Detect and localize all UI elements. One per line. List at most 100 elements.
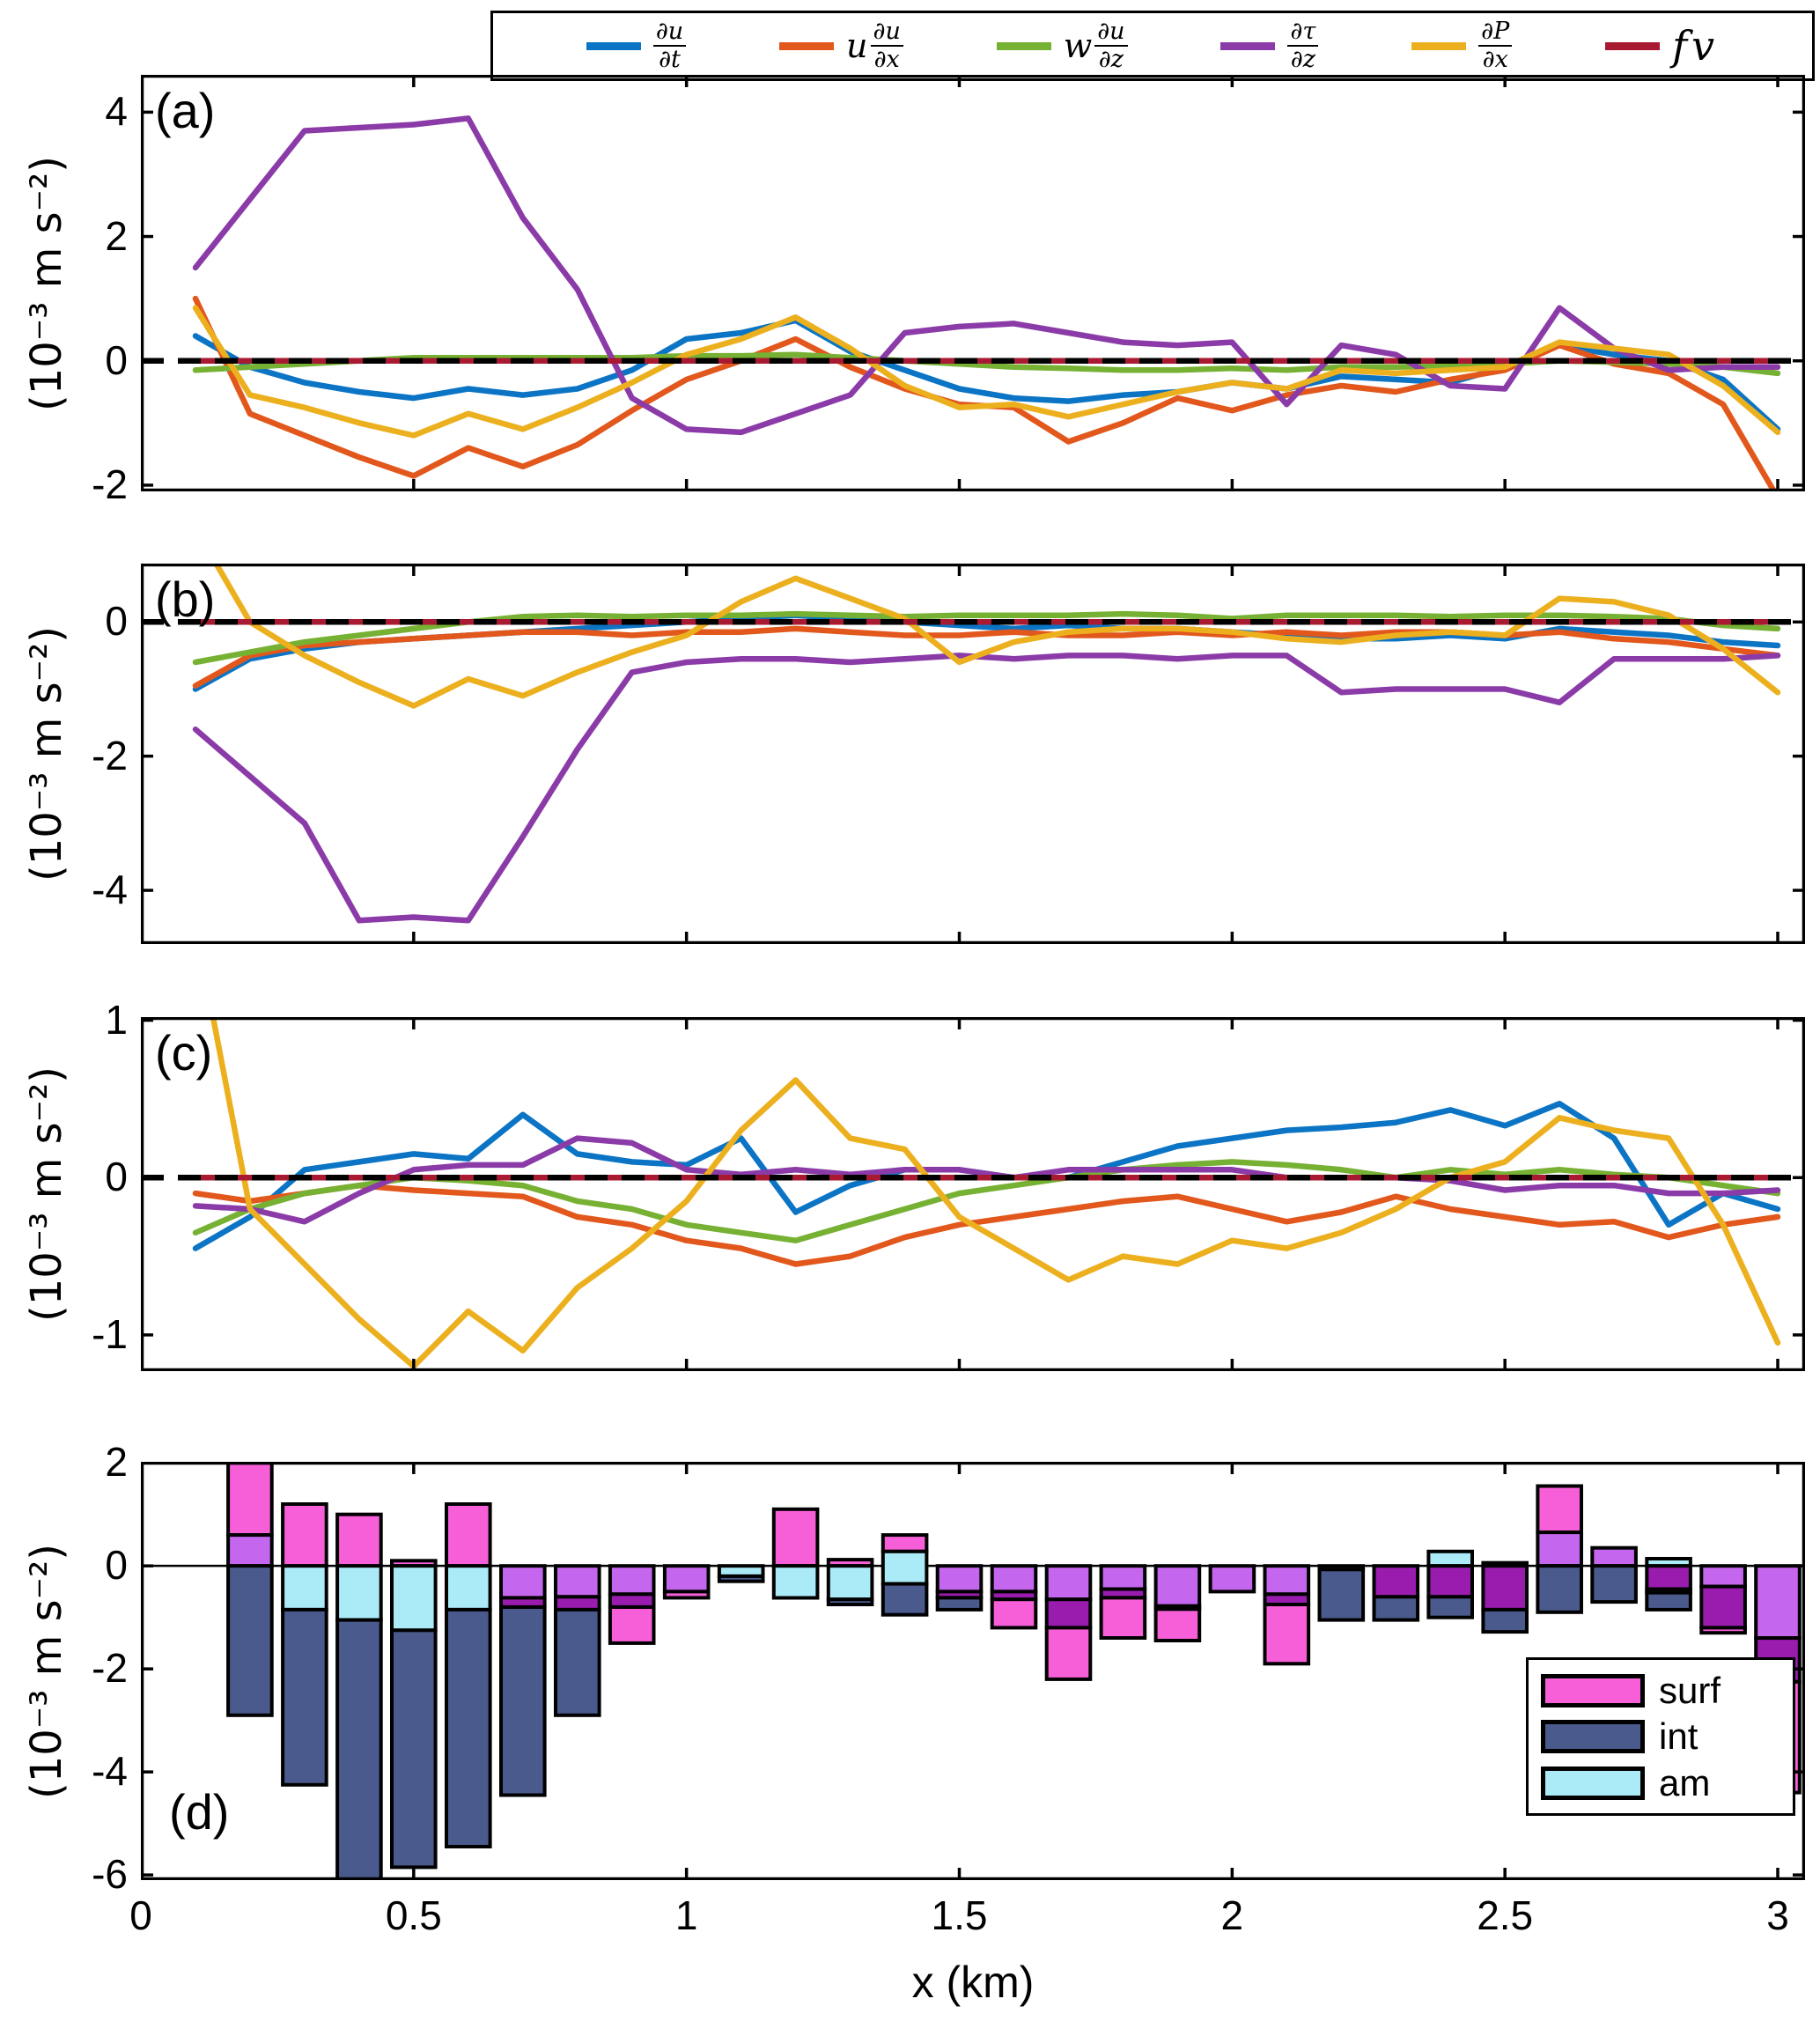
series-dtaudz-a (192, 115, 1781, 436)
legend-label-dpdx: ∂P ∂x (1478, 18, 1513, 73)
bar-segment-int (826, 1597, 874, 1606)
y-tick-label-a: -2 (92, 461, 128, 507)
legend-item-ududx: u ∂u ∂x (779, 18, 903, 73)
y-tick-label-c: -1 (92, 1310, 128, 1357)
bar-segment-violet (1699, 1564, 1747, 1589)
panel-c-plot (141, 1017, 1805, 1371)
x-tick-label: 0.5 (385, 1892, 442, 1938)
x-axis-label: x (km) (911, 1958, 1035, 2007)
legend-line-dtaudz (1220, 41, 1276, 50)
panel-c-letter: (c) (155, 1025, 213, 1081)
legend-item-wdudz: w ∂u ∂z (996, 18, 1128, 73)
bar-legend-swatch-am (1541, 1766, 1645, 1800)
bar-segment-int (1536, 1564, 1584, 1614)
y-axis-label-a: (10⁻³ m s⁻²) (22, 155, 71, 411)
bar-segment-int (335, 1618, 383, 1880)
legend-line-dpdx (1411, 41, 1467, 50)
bar-segment-surf (881, 1533, 929, 1553)
x-tick-label: 0 (129, 1892, 152, 1938)
bar-segment-deep (1481, 1564, 1529, 1612)
x-tick-label: 1.5 (931, 1892, 988, 1938)
bar-legend-label-am: am (1659, 1761, 1711, 1803)
bar-segment-surf (1044, 1626, 1093, 1681)
bar-segment-surf (1263, 1603, 1311, 1666)
bar-segment-deep (554, 1595, 601, 1612)
bar-segment-int (499, 1605, 547, 1797)
bar-segment-deep (1372, 1564, 1420, 1599)
y-tick-label-a: 2 (105, 212, 128, 259)
bar-segment-deep (608, 1592, 656, 1609)
series-dpdx-c (210, 1017, 1781, 1369)
bar-segment-violet (1044, 1564, 1093, 1602)
legend-label-fv: fv (1672, 22, 1720, 70)
legend-item-dudt: ∂u ∂t (586, 18, 687, 73)
legend-item-fv: fv (1605, 22, 1719, 70)
series-dpdx-b (212, 564, 1781, 709)
bar-segment-violet (499, 1564, 547, 1600)
bar-legend-item-surf: surf (1541, 1670, 1780, 1712)
legend-item-dtaudz: ∂τ ∂z (1220, 18, 1319, 73)
legend-item-dpdx: ∂P ∂x (1411, 18, 1513, 73)
bar-segment-surf (771, 1507, 820, 1568)
bar-legend-swatch-surf (1541, 1673, 1645, 1708)
bar-segment-surf (281, 1502, 328, 1568)
bar-segment-violet (1153, 1564, 1202, 1608)
bar-segment-int (1481, 1607, 1529, 1634)
series-dtaudz-b (192, 653, 1781, 924)
bar-segment-int (935, 1596, 984, 1612)
x-tick-label: 3 (1766, 1892, 1789, 1938)
bar-segment-am (445, 1564, 492, 1612)
bar-segment-violet (1754, 1564, 1802, 1641)
panel-border (141, 1462, 1805, 1880)
bar-legend-swatch-int (1541, 1720, 1645, 1753)
legend-label-wdudz: w ∂u ∂z (1064, 18, 1128, 73)
bar-segment-surf (1536, 1484, 1584, 1535)
bar-segment-surf (445, 1502, 492, 1568)
bar-segment-am (281, 1564, 328, 1612)
y-tick-label-b: -4 (92, 867, 128, 913)
bar-segment-violet (935, 1564, 984, 1594)
bar-segment-violet (1208, 1564, 1256, 1594)
bar-legend-label-int: int (1659, 1715, 1698, 1757)
y-tick-label-b: 0 (105, 598, 128, 645)
series-ududx-c (192, 1182, 1781, 1267)
bar-segment-deep (1426, 1564, 1475, 1599)
bar-segment-int (1426, 1595, 1475, 1619)
top-legend: ∂u ∂t u ∂u ∂x w ∂u ∂z ∂τ ∂z ∂P ∂x fv (490, 11, 1815, 81)
x-tick-label: 2 (1220, 1892, 1244, 1938)
series-ududx-b (192, 625, 1781, 689)
bar-segment-violet (608, 1564, 656, 1597)
y-tick-label-c: 0 (105, 1154, 128, 1200)
bar-segment-am (390, 1564, 438, 1633)
bar-segment-surf (226, 1462, 274, 1538)
legend-line-fv (1605, 41, 1661, 50)
panel-border (141, 75, 1805, 491)
series-wdudz-a (192, 351, 1781, 377)
legend-line-ududx (779, 41, 835, 50)
legend-label-dudt: ∂u ∂t (652, 18, 687, 73)
y-tick-label-d: -6 (92, 1851, 128, 1898)
bar-segment-deep (1645, 1564, 1692, 1591)
bar-segment-int (881, 1582, 929, 1617)
bar-segment-surf (1699, 1626, 1747, 1635)
bar-segment-violet (662, 1564, 711, 1594)
bar-segment-am (771, 1564, 820, 1600)
y-tick-label-d: 0 (105, 1542, 128, 1589)
bar-segment-int (226, 1564, 274, 1717)
panel-border (141, 1017, 1805, 1371)
y-tick-label-d: 2 (105, 1439, 128, 1486)
panel-a-plot (141, 75, 1805, 491)
bar-segment-deep (1044, 1597, 1093, 1630)
x-tick-label: 1 (674, 1892, 698, 1938)
bar-segment-int (1645, 1590, 1692, 1612)
legend-label-dtaudz: ∂τ ∂z (1287, 18, 1319, 73)
bar-segment-surf (990, 1597, 1038, 1630)
bar-segment-int (445, 1607, 492, 1848)
bar-segment-int (281, 1607, 328, 1787)
bar-segment-int (1590, 1564, 1638, 1604)
series-dtaudz-c (192, 1135, 1781, 1225)
x-tick-label: 2.5 (1477, 1892, 1534, 1938)
panel-a-letter: (a) (155, 83, 216, 138)
y-tick-label-a: 0 (105, 336, 128, 383)
